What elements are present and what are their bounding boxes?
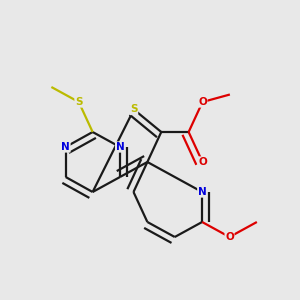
Text: N: N xyxy=(198,187,206,197)
Text: S: S xyxy=(75,97,82,107)
Text: O: O xyxy=(225,232,234,242)
Text: N: N xyxy=(116,142,124,152)
Text: N: N xyxy=(61,142,70,152)
Text: S: S xyxy=(130,104,138,115)
Text: O: O xyxy=(198,157,207,167)
Text: O: O xyxy=(198,97,207,107)
